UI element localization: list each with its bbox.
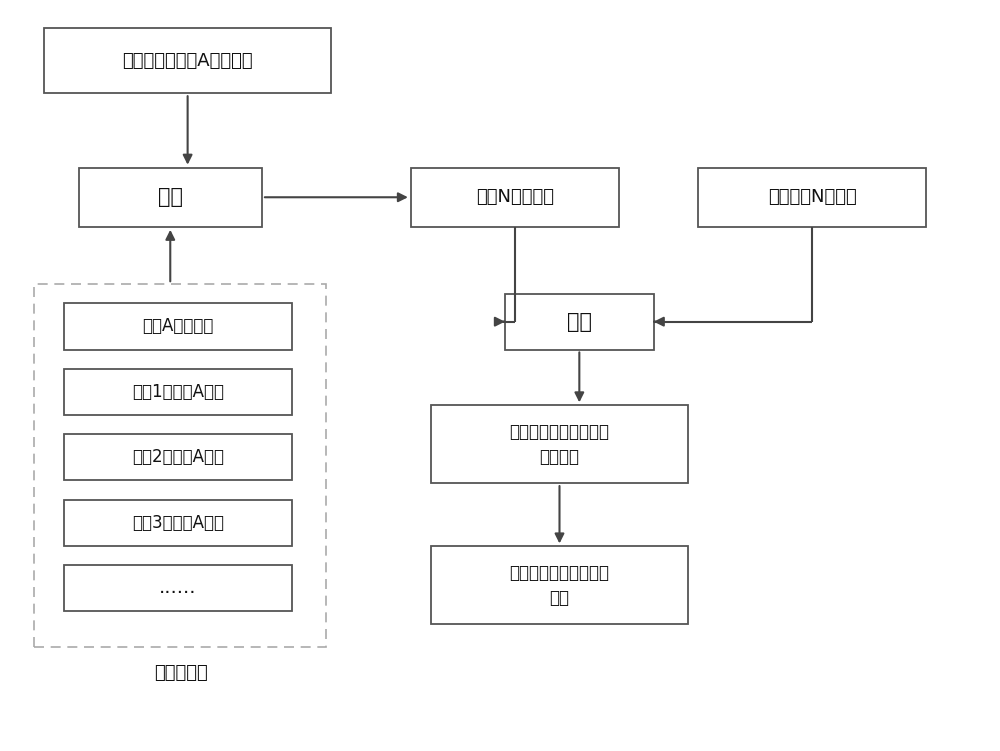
Bar xyxy=(79,167,262,227)
Bar xyxy=(431,546,688,624)
Text: 故障1下参数A曲线: 故障1下参数A曲线 xyxy=(132,383,224,401)
Bar xyxy=(505,294,654,349)
Bar xyxy=(64,369,292,415)
Text: 乘积: 乘积 xyxy=(567,312,592,332)
Text: 故障3下参数A曲线: 故障3下参数A曲线 xyxy=(132,514,224,532)
Bar xyxy=(64,499,292,545)
Text: 故障N的匹配度: 故障N的匹配度 xyxy=(476,189,554,207)
Text: 故障数据库: 故障数据库 xyxy=(154,664,208,682)
Bar xyxy=(431,406,688,483)
Text: 生成各故障的乘积结果
百分占比: 生成各故障的乘积结果 百分占比 xyxy=(510,423,610,466)
Bar xyxy=(64,565,292,611)
Bar xyxy=(34,284,326,647)
Bar xyxy=(411,167,619,227)
Bar xyxy=(64,434,292,480)
Text: 故障2下参数A曲线: 故障2下参数A曲线 xyxy=(132,448,224,466)
Text: 出现故障N的频次: 出现故障N的频次 xyxy=(768,189,857,207)
Text: 某故障下的参数A异常曲线: 某故障下的参数A异常曲线 xyxy=(122,52,253,70)
Bar xyxy=(44,28,331,93)
Text: 参数A正常曲线: 参数A正常曲线 xyxy=(142,318,213,336)
Text: 比较: 比较 xyxy=(158,187,183,207)
Text: 柱塞马达故障可能性排
序表: 柱塞马达故障可能性排 序表 xyxy=(510,564,610,607)
Text: ......: ...... xyxy=(159,578,196,597)
Bar xyxy=(64,303,292,349)
Bar xyxy=(698,167,926,227)
